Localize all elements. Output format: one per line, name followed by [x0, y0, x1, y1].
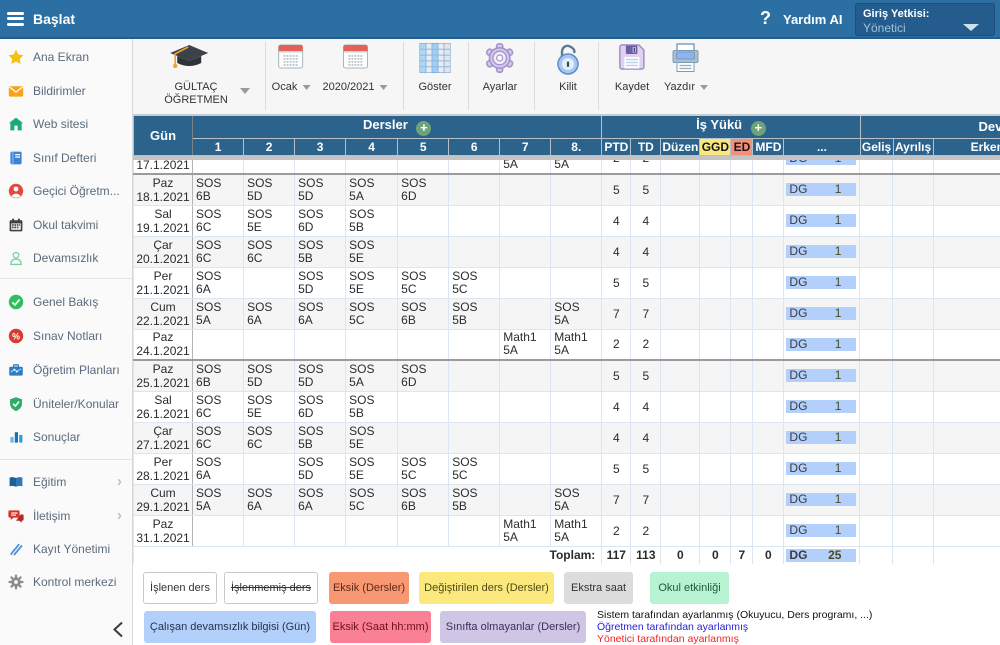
svg-text:%: % — [12, 331, 20, 341]
